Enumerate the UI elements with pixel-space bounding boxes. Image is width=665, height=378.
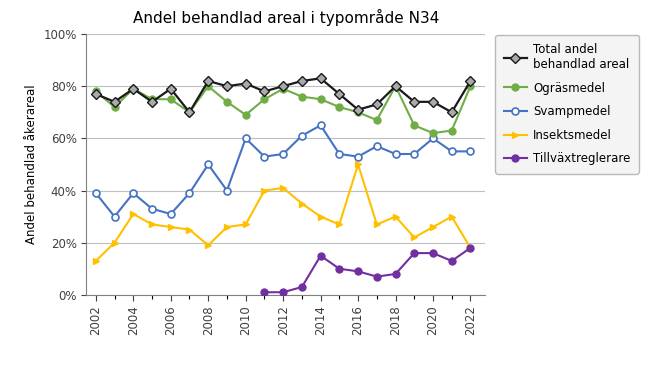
Y-axis label: Andel behandlad åkerareal: Andel behandlad åkerareal (25, 85, 38, 244)
Legend: Total andel
behandlad areal, Ogräsmedel, Svampmedel, Insektsmedel, Tillväxtregle: Total andel behandlad areal, Ogräsmedel,… (495, 35, 639, 174)
Title: Andel behandlad areal i typområde N34: Andel behandlad areal i typområde N34 (133, 9, 439, 26)
